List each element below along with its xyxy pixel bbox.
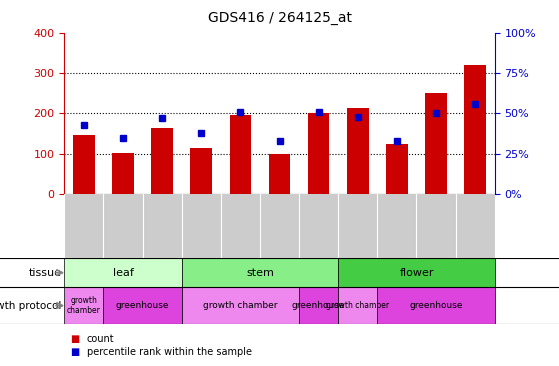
Text: growth chamber: growth chamber	[203, 301, 278, 310]
Bar	[64, 258, 182, 287]
Text: growth protocol: growth protocol	[0, 300, 61, 311]
Text: leaf: leaf	[112, 268, 134, 278]
Text: flower: flower	[399, 268, 434, 278]
Text: stem: stem	[246, 268, 274, 278]
Text: greenhouse: greenhouse	[292, 301, 345, 310]
Text: greenhouse: greenhouse	[116, 301, 169, 310]
Text: count: count	[87, 333, 114, 344]
Bar	[299, 287, 338, 324]
Bar	[182, 258, 338, 287]
Bar	[338, 258, 495, 287]
Bar	[230, 115, 251, 194]
Bar	[0, 258, 64, 287]
Text: percentile rank within the sample: percentile rank within the sample	[87, 347, 252, 357]
Bar	[338, 287, 377, 324]
Bar	[386, 143, 408, 194]
Text: ■: ■	[70, 333, 79, 344]
Bar	[0, 287, 64, 324]
Text: growth
chamber: growth chamber	[67, 296, 101, 315]
Bar	[495, 258, 559, 287]
Text: greenhouse: greenhouse	[409, 301, 463, 310]
Bar	[347, 108, 368, 194]
Text: tissue: tissue	[29, 268, 61, 278]
Bar	[73, 135, 94, 194]
Bar	[465, 65, 486, 194]
Bar	[103, 287, 182, 324]
Bar	[191, 148, 212, 194]
Bar	[64, 287, 103, 324]
Bar	[112, 153, 134, 194]
Bar	[151, 127, 173, 194]
Bar	[182, 287, 299, 324]
Bar	[308, 113, 329, 194]
Text: ■: ■	[70, 347, 79, 357]
Text: GDS416 / 264125_at: GDS416 / 264125_at	[207, 11, 352, 25]
Bar	[269, 154, 290, 194]
Bar	[495, 287, 559, 324]
Bar	[425, 93, 447, 194]
Text: growth chamber: growth chamber	[326, 301, 389, 310]
Bar	[377, 287, 495, 324]
